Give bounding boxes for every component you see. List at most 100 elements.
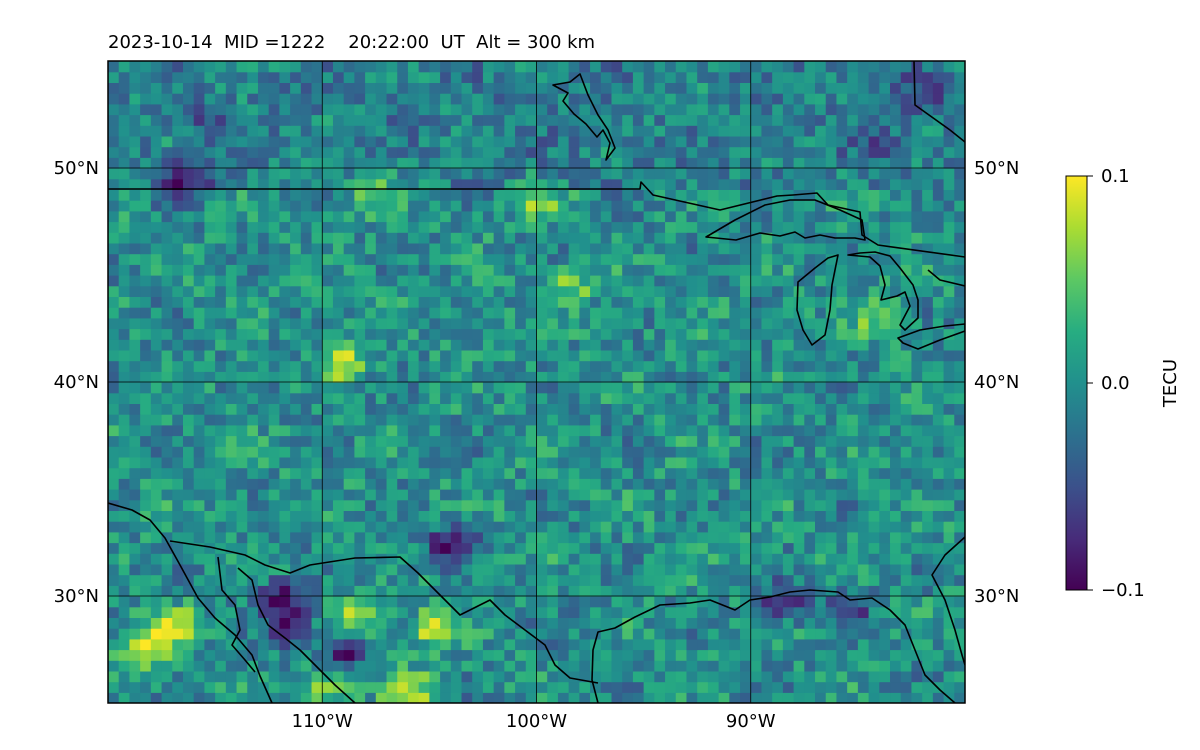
heatmap-cell <box>268 264 280 276</box>
heatmap-cell <box>761 307 773 319</box>
heatmap-cell <box>129 649 141 661</box>
heatmap-cell <box>847 692 859 703</box>
heatmap-cell <box>236 499 248 511</box>
heatmap-cell <box>932 221 945 233</box>
heatmap-cell <box>225 135 238 148</box>
heatmap-cell <box>868 275 880 287</box>
heatmap-cell <box>675 135 688 148</box>
heatmap-cell <box>182 146 195 158</box>
heatmap-cell <box>204 307 216 319</box>
heatmap-cell <box>343 681 355 693</box>
heatmap-cell <box>761 424 773 437</box>
heatmap-cell <box>772 285 784 297</box>
heatmap-cell <box>150 125 163 137</box>
heatmap-cell <box>225 328 238 340</box>
heatmap-cell <box>782 93 795 105</box>
heatmap-cell <box>847 670 859 683</box>
heatmap-cell <box>707 585 720 597</box>
heatmap-cell <box>172 146 184 158</box>
heatmap-cell <box>386 553 398 565</box>
heatmap-cell <box>215 478 227 490</box>
heatmap-cell <box>108 82 120 94</box>
heatmap-cell <box>343 135 355 148</box>
heatmap-cell <box>847 275 859 287</box>
heatmap-cell <box>150 382 163 394</box>
heatmap-cell <box>890 521 902 533</box>
heatmap-cell <box>300 168 313 180</box>
heatmap-cell <box>825 349 838 362</box>
heatmap-cell <box>193 692 206 703</box>
heatmap-cell <box>354 446 366 458</box>
heatmap-cell <box>922 275 934 287</box>
heatmap-cell <box>279 253 291 265</box>
heatmap-cell <box>600 499 613 511</box>
heatmap-cell <box>365 574 377 586</box>
heatmap-cell <box>236 264 248 276</box>
heatmap-cell <box>707 499 720 511</box>
heatmap-cell <box>161 435 173 447</box>
heatmap-cell <box>429 349 441 362</box>
heatmap-cell <box>750 125 763 137</box>
heatmap-cell <box>815 61 827 73</box>
heatmap-cell <box>740 242 752 255</box>
heatmap-cell <box>300 125 313 137</box>
heatmap-cell <box>890 382 902 394</box>
heatmap-cell <box>204 617 216 629</box>
heatmap-cell <box>161 606 173 618</box>
heatmap-cell <box>300 692 313 703</box>
heatmap-cell <box>879 456 891 469</box>
heatmap-cell <box>150 168 163 180</box>
heatmap-cell <box>911 403 923 415</box>
heatmap-cell <box>622 146 634 158</box>
heatmap-cell <box>236 360 248 372</box>
heatmap-cell <box>718 264 730 276</box>
heatmap-cell <box>761 638 773 651</box>
heatmap-cell <box>782 307 795 319</box>
heatmap-cell <box>172 499 184 511</box>
heatmap-cell <box>729 574 741 586</box>
heatmap-cell <box>932 628 945 640</box>
heatmap-cell <box>140 478 152 490</box>
heatmap-cell <box>300 71 313 83</box>
heatmap-cell <box>118 489 131 501</box>
heatmap-cell <box>118 628 131 640</box>
heatmap-cell <box>686 531 698 544</box>
heatmap-cell <box>140 371 152 383</box>
heatmap-cell <box>322 510 334 522</box>
heatmap-cell <box>290 521 302 533</box>
heatmap-cell <box>750 93 763 105</box>
heatmap-cell <box>279 628 291 640</box>
heatmap-cell <box>525 275 538 287</box>
heatmap-cell <box>857 200 870 212</box>
heatmap-cell <box>932 617 945 629</box>
heatmap-cell <box>879 424 891 437</box>
heatmap-cell <box>215 178 227 190</box>
heatmap-cell <box>600 61 613 73</box>
heatmap-cell <box>536 382 548 394</box>
heatmap-cell <box>782 360 795 372</box>
heatmap-cell <box>632 93 645 105</box>
heatmap-cell <box>150 360 163 372</box>
heatmap-cell <box>386 628 398 640</box>
heatmap-cell <box>247 157 259 169</box>
heatmap-cell <box>750 307 763 319</box>
heatmap-cell <box>590 446 602 458</box>
heatmap-cell <box>879 681 891 693</box>
heatmap-cell <box>568 253 580 265</box>
heatmap-cell <box>697 146 709 158</box>
heatmap-cell <box>836 542 848 554</box>
heatmap-cell <box>515 349 527 362</box>
heatmap-cell <box>879 574 891 586</box>
heatmap-cell <box>236 478 248 490</box>
heatmap-cell <box>236 596 248 608</box>
heatmap-cell <box>707 553 720 565</box>
heatmap-cell <box>515 542 527 554</box>
heatmap-cell <box>707 285 720 297</box>
heatmap-cell <box>129 596 141 608</box>
heatmap-cell <box>847 221 859 233</box>
heatmap-cell <box>857 103 870 116</box>
heatmap-cell <box>504 114 516 126</box>
heatmap-cell <box>225 146 238 158</box>
heatmap-cell <box>815 178 827 190</box>
heatmap-cell <box>450 382 463 394</box>
